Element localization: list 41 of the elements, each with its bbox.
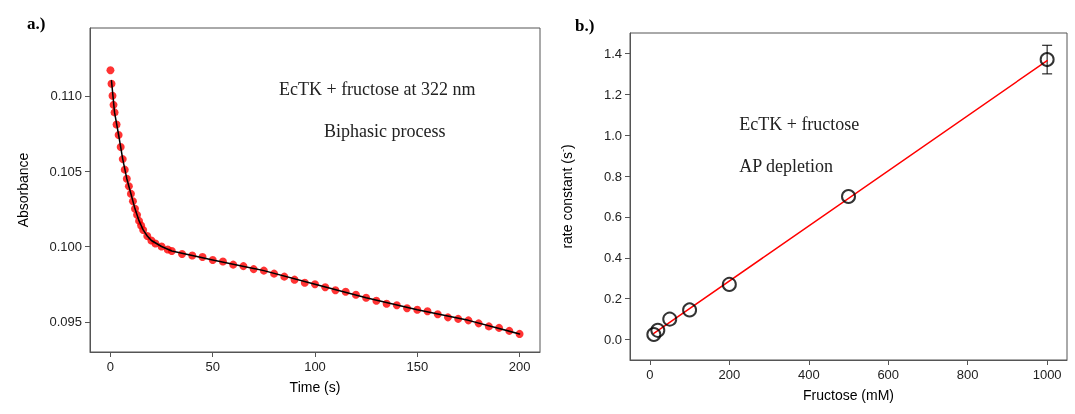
y-tick-label: 1.4 xyxy=(603,45,622,61)
x-tick-label: 150 xyxy=(406,359,429,374)
point xyxy=(106,66,115,75)
annotation: EcTK + fructose at 322 nm xyxy=(279,78,476,99)
x-tick-label: 0 xyxy=(106,359,115,374)
point xyxy=(682,302,698,318)
y-tick-label: 0.095 xyxy=(49,314,82,330)
point xyxy=(841,189,856,204)
y-tick-label: 0.4 xyxy=(603,250,622,266)
y-tick-label: 0.110 xyxy=(50,88,82,104)
y-tick-label: 0.2 xyxy=(603,291,622,307)
x-tick-label: 800 xyxy=(956,367,979,382)
point xyxy=(662,311,678,327)
y-tick-label: 0.0 xyxy=(603,332,622,348)
x-tick-label: 0 xyxy=(646,367,654,382)
point xyxy=(1039,52,1055,68)
x-tick-label: 1000 xyxy=(1032,367,1062,382)
annotation: Biphasic process xyxy=(324,120,446,141)
chart-title: b.) xyxy=(575,16,595,35)
x-tick-label: 200 xyxy=(508,359,531,374)
chart-title: a.) xyxy=(27,14,46,33)
x-axis-title: Time (s) xyxy=(289,379,341,395)
x-tick-label: 100 xyxy=(304,359,326,374)
x-axis-title: Fructose (mM) xyxy=(803,387,894,403)
x-tick-label: 600 xyxy=(877,367,900,382)
x-tick-label: 50 xyxy=(205,359,220,374)
point xyxy=(650,322,666,338)
y-axis-title: Absorbance xyxy=(15,152,31,228)
y-axis-title: rate constant (s-) xyxy=(557,144,575,249)
y-tick-label: 1.0 xyxy=(603,127,622,143)
y-tick-label: 0.8 xyxy=(603,168,622,184)
x-tick-label: 400 xyxy=(797,367,820,382)
point xyxy=(721,276,737,292)
annotation: EcTK + fructose xyxy=(739,113,860,134)
y-tick-label: 0.6 xyxy=(603,209,622,225)
annotation: AP depletion xyxy=(739,156,834,177)
point xyxy=(646,326,662,342)
x-tick-label: 200 xyxy=(718,367,741,382)
y-tick-label: 0.105 xyxy=(49,163,82,179)
y-tick-label: 0.100 xyxy=(49,239,82,255)
y-tick-label: 1.2 xyxy=(603,86,622,102)
